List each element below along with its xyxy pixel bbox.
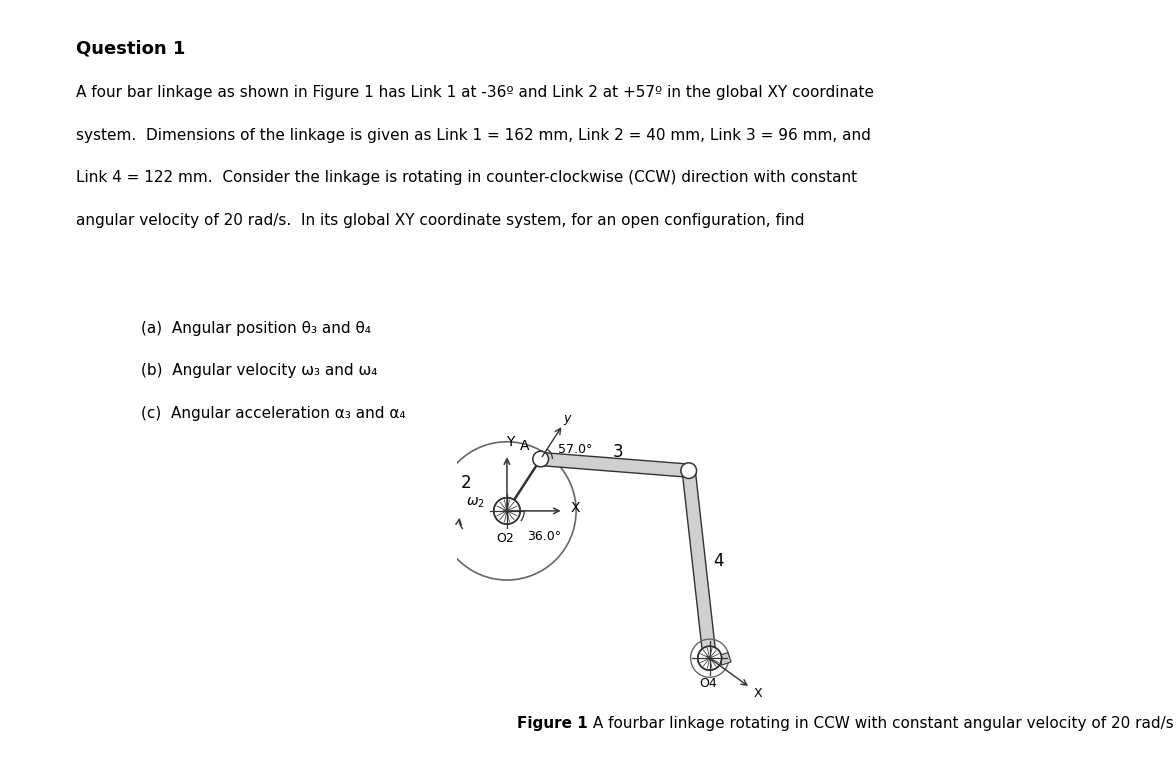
Text: X: X bbox=[570, 501, 580, 515]
Text: 36.0°: 36.0° bbox=[527, 530, 561, 543]
Text: (a)  Angular position θ₃ and θ₄: (a) Angular position θ₃ and θ₄ bbox=[141, 321, 372, 336]
Text: O4: O4 bbox=[700, 677, 717, 690]
Text: Link 4 = 122 mm.  Consider the linkage is rotating in counter-clockwise (CCW) di: Link 4 = 122 mm. Consider the linkage is… bbox=[76, 170, 857, 185]
Text: Question 1: Question 1 bbox=[76, 40, 186, 58]
Text: $\omega_2$: $\omega_2$ bbox=[466, 496, 485, 510]
Text: X: X bbox=[754, 687, 762, 700]
Polygon shape bbox=[682, 470, 716, 659]
Circle shape bbox=[681, 463, 696, 479]
Text: (b)  Angular velocity ω₃ and ω₄: (b) Angular velocity ω₃ and ω₄ bbox=[141, 363, 377, 378]
Text: Figure 1: Figure 1 bbox=[517, 716, 588, 731]
Text: 2: 2 bbox=[461, 473, 472, 492]
Text: O2: O2 bbox=[496, 532, 514, 545]
Text: 57.0°: 57.0° bbox=[557, 443, 593, 456]
Circle shape bbox=[494, 498, 520, 524]
Text: angular velocity of 20 rad/s.  In its global XY coordinate system, for an open c: angular velocity of 20 rad/s. In its glo… bbox=[76, 213, 804, 228]
Text: Y: Y bbox=[507, 435, 515, 448]
Text: system.  Dimensions of the linkage is given as Link 1 = 162 mm, Link 2 = 40 mm, : system. Dimensions of the linkage is giv… bbox=[76, 128, 871, 143]
Text: (c)  Angular acceleration α₃ and α₄: (c) Angular acceleration α₃ and α₄ bbox=[141, 406, 406, 421]
Text: A: A bbox=[520, 439, 529, 454]
Text: 4: 4 bbox=[714, 553, 724, 570]
Text: A fourbar linkage rotating in CCW with constant angular velocity of 20 rad/s: A fourbar linkage rotating in CCW with c… bbox=[588, 716, 1174, 731]
Circle shape bbox=[533, 451, 548, 467]
Text: A four bar linkage as shown in Figure 1 has Link 1 at -36º and Link 2 at +57º in: A four bar linkage as shown in Figure 1 … bbox=[76, 85, 875, 100]
Polygon shape bbox=[540, 452, 689, 477]
Text: 3: 3 bbox=[613, 443, 623, 461]
Circle shape bbox=[697, 646, 722, 670]
Text: y: y bbox=[563, 412, 570, 425]
Polygon shape bbox=[719, 653, 731, 665]
